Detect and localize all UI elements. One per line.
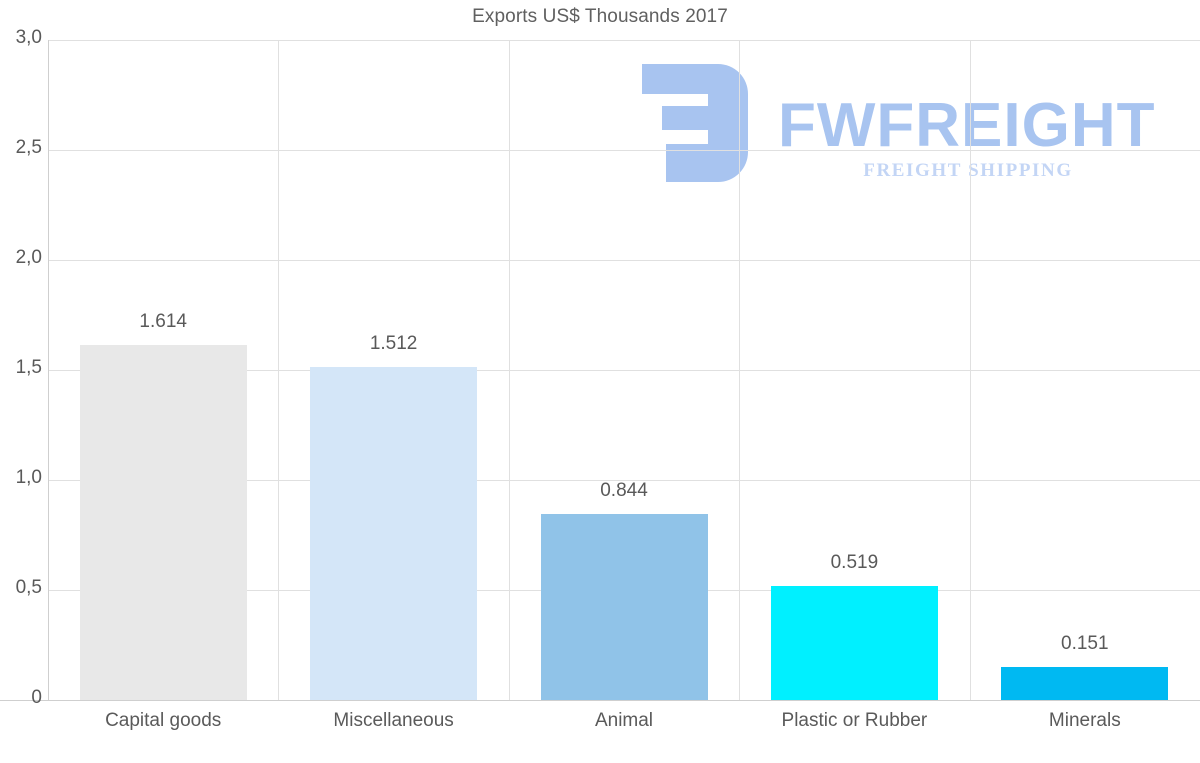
bar-value-label: 0.844	[600, 480, 648, 502]
gridline-vertical	[739, 40, 740, 700]
bar-value-label: 1.512	[369, 333, 418, 355]
bar[interactable]	[770, 585, 938, 700]
gridline-horizontal	[48, 480, 1200, 481]
gridline-horizontal	[48, 40, 1200, 41]
gridline-horizontal	[48, 260, 1200, 261]
x-axis-category-label: Capital goods	[105, 710, 222, 731]
y-axis-line	[48, 40, 49, 701]
chart-title: Exports US$ Thousands 2017	[472, 6, 728, 27]
x-axis-category-label: Miscellaneous	[333, 710, 454, 731]
x-axis-category-label: Minerals	[1048, 710, 1121, 731]
gridline-vertical	[509, 40, 510, 700]
y-axis-tick-label: 2,5	[15, 137, 42, 158]
x-axis-category-label: Plastic or Rubber	[781, 710, 928, 731]
bar-value-label: 1.614	[139, 310, 187, 332]
gridline-vertical	[278, 40, 279, 700]
x-axis-line	[0, 700, 1200, 701]
y-axis-tick-label: 0	[31, 687, 42, 708]
y-axis-tick-label: 1,5	[15, 357, 42, 378]
bar[interactable]	[1001, 666, 1169, 700]
y-axis-tick-label: 1,0	[15, 467, 42, 488]
bar[interactable]	[310, 367, 478, 700]
bar[interactable]	[79, 344, 247, 700]
plot-area	[48, 40, 1200, 701]
x-axis-category-label: Animal	[594, 710, 654, 731]
y-axis-tick-label: 2,0	[15, 247, 42, 268]
y-axis-tick-label: 0,5	[15, 577, 42, 598]
gridline-horizontal	[48, 370, 1200, 371]
bar-value-label: 0.519	[830, 551, 879, 573]
bar[interactable]	[540, 514, 708, 700]
gridline-vertical	[970, 40, 971, 700]
bar-value-label: 0.151	[1061, 632, 1109, 654]
y-axis-tick-label: 3,0	[15, 27, 42, 48]
gridline-horizontal	[48, 150, 1200, 151]
